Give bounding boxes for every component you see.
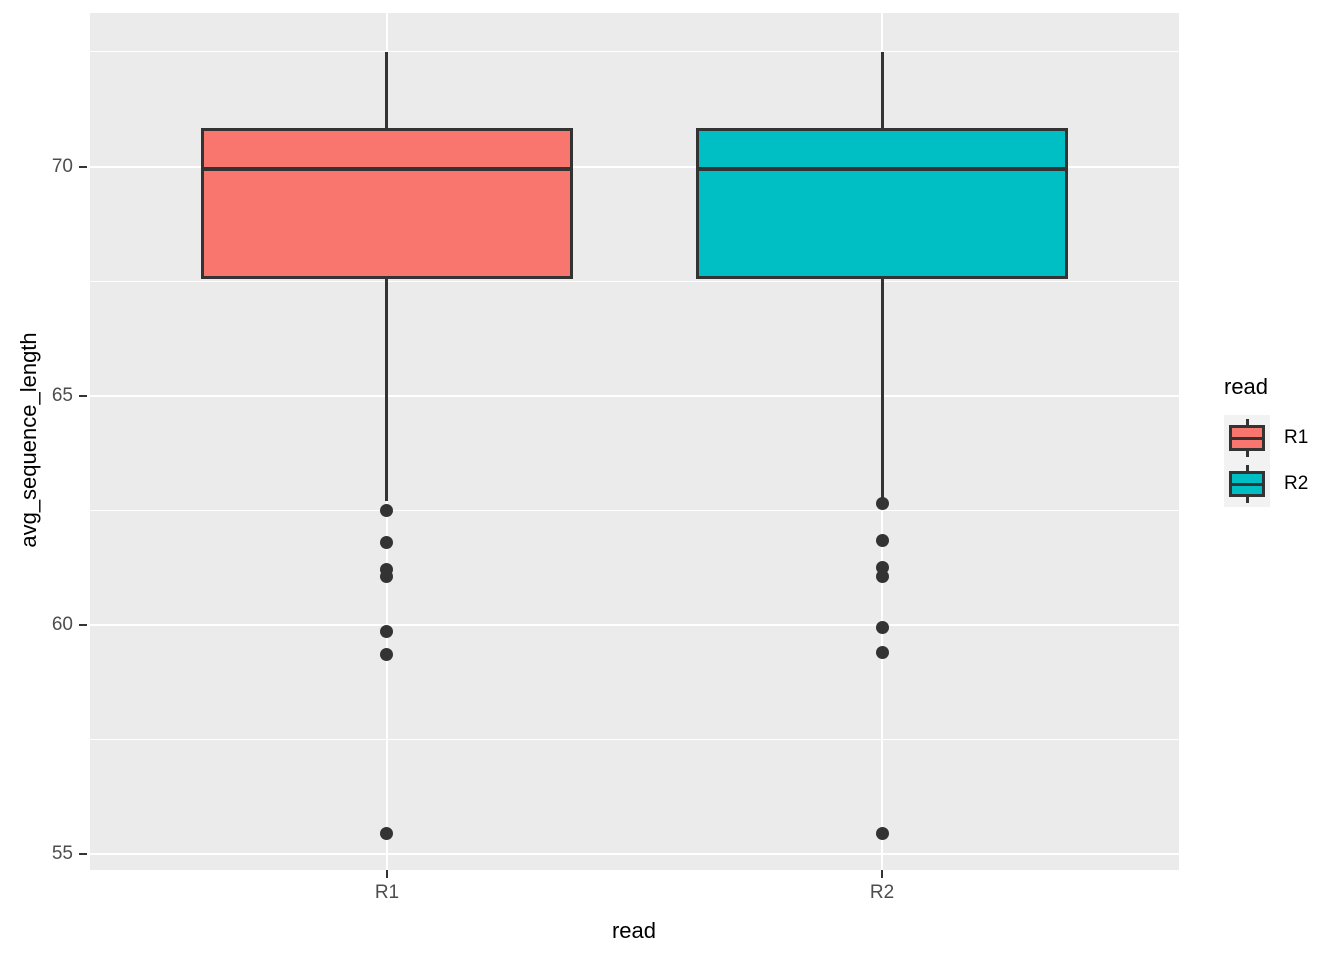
outlier-r1 [380, 570, 394, 584]
x-tick-label: R2 [869, 882, 895, 903]
x-tick-mark [385, 870, 388, 878]
minor-gridline [90, 509, 1179, 511]
legend-item-r1: R1 [1224, 415, 1308, 461]
whisker-lower-r2 [880, 278, 884, 502]
legend-label: R1 [1284, 427, 1309, 448]
minor-gridline [90, 738, 1179, 740]
legend-label: R2 [1284, 473, 1309, 494]
y-tick-label: 60 [51, 613, 73, 635]
y-tick-mark [79, 394, 87, 397]
x-tick-mark [881, 870, 884, 878]
outlier-r1 [380, 826, 394, 840]
legend-key-box [1229, 425, 1265, 451]
box-r2 [696, 127, 1068, 279]
whisker-lower-r1 [385, 278, 389, 502]
x-axis-title: read [611, 918, 657, 943]
legend-key-boxplot-icon [1224, 415, 1270, 461]
minor-gridline [90, 51, 1179, 53]
outlier-r2 [875, 620, 889, 634]
outlier-r2 [875, 496, 889, 510]
legend-item-r2: R2 [1224, 461, 1308, 507]
outlier-r1 [380, 503, 394, 517]
legend: read R1 R2 [1224, 374, 1308, 507]
y-tick-mark [79, 852, 87, 855]
major-gridline [90, 852, 1179, 855]
outlier-r2 [875, 826, 889, 840]
outlier-r2 [875, 570, 889, 584]
outlier-r1 [380, 535, 394, 549]
legend-key-box [1229, 471, 1265, 497]
legend-title: read [1224, 374, 1269, 399]
box-r1 [201, 127, 573, 279]
legend-items: R1 R2 [1224, 415, 1308, 507]
whisker-upper-r2 [880, 51, 884, 128]
major-gridline [90, 623, 1179, 626]
whisker-upper-r1 [385, 51, 389, 128]
plot-panel [90, 13, 1179, 870]
x-tick-label: R1 [374, 882, 400, 903]
minor-gridline [90, 280, 1179, 282]
outlier-r2 [875, 533, 889, 547]
y-tick-label: 55 [51, 842, 73, 864]
y-axis-title: avg_sequence_length [16, 332, 41, 548]
outlier-r1 [380, 625, 394, 639]
outlier-r2 [875, 645, 889, 659]
median-r1 [204, 166, 570, 171]
legend-key-median-line [1232, 482, 1262, 486]
major-gridline [90, 394, 1179, 397]
y-tick-mark [79, 165, 87, 168]
major-gridline [90, 165, 1179, 168]
y-tick-label: 70 [51, 155, 73, 177]
y-tick-mark [79, 623, 87, 626]
legend-key-boxplot-icon [1224, 461, 1270, 507]
legend-key-median-line [1232, 436, 1262, 440]
outlier-r1 [380, 648, 394, 662]
y-tick-label: 65 [51, 384, 73, 406]
median-r2 [699, 166, 1065, 171]
